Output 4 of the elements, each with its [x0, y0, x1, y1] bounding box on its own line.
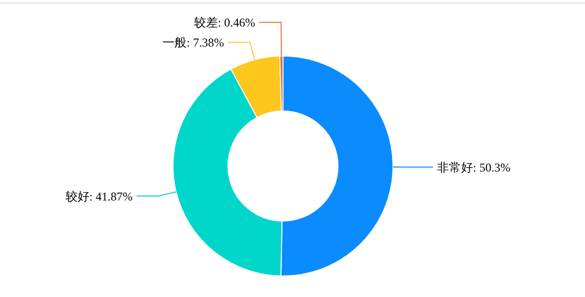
- slice-label: 较差: 0.46%: [194, 16, 256, 30]
- slice-label: 非常好: 50.3%: [436, 160, 510, 174]
- slice-label: 一般: 7.38%: [162, 36, 224, 50]
- slice-label: 较好: 41.87%: [65, 189, 133, 204]
